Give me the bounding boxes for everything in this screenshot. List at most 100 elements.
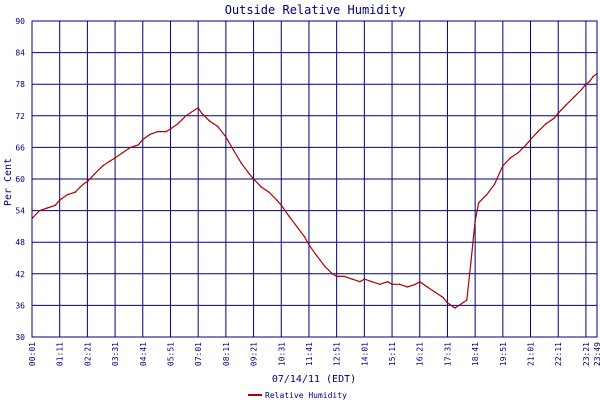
data-point bbox=[509, 157, 512, 159]
data-point bbox=[114, 157, 116, 159]
x-axis-label: 07/14/11 (EDT) bbox=[272, 374, 356, 385]
x-tick-label: 04:41 bbox=[139, 342, 148, 366]
data-point bbox=[86, 180, 89, 183]
data-point bbox=[169, 128, 172, 130]
data-point bbox=[82, 183, 84, 185]
data-point bbox=[351, 278, 353, 280]
data-point bbox=[386, 281, 389, 283]
data-point bbox=[260, 186, 262, 188]
legend-label: Relative Humidity bbox=[265, 391, 347, 400]
data-point bbox=[323, 265, 326, 267]
data-point bbox=[331, 273, 334, 275]
data-point bbox=[426, 286, 428, 288]
data-point bbox=[371, 281, 373, 283]
data-point bbox=[477, 202, 480, 204]
chart-title: Outside Relative Humidity bbox=[225, 3, 406, 17]
data-point bbox=[359, 281, 361, 283]
x-tick-label: 11:41 bbox=[305, 342, 314, 366]
data-point bbox=[446, 302, 449, 304]
series-layer bbox=[31, 72, 598, 309]
data-point bbox=[529, 138, 532, 141]
data-point bbox=[572, 96, 575, 99]
data-point bbox=[193, 109, 195, 112]
data-point bbox=[466, 299, 468, 301]
data-point bbox=[398, 283, 401, 286]
data-point bbox=[545, 123, 547, 125]
data-point bbox=[363, 278, 366, 280]
x-tick-label: 08:11 bbox=[222, 342, 231, 366]
data-point bbox=[493, 183, 496, 185]
data-point bbox=[308, 244, 310, 246]
data-point bbox=[414, 283, 417, 286]
data-point bbox=[442, 296, 444, 299]
data-point bbox=[280, 204, 282, 207]
data-point bbox=[252, 178, 255, 180]
data-point bbox=[149, 133, 152, 135]
x-tick-label: 23:49 bbox=[593, 342, 600, 366]
y-tick-label: 84 bbox=[15, 49, 25, 58]
data-point bbox=[276, 199, 278, 201]
x-tick-label: 12:51 bbox=[333, 342, 342, 366]
data-point bbox=[592, 75, 595, 78]
y-tick-label: 72 bbox=[15, 112, 25, 121]
data-point bbox=[474, 220, 476, 222]
x-tick-label: 03:31 bbox=[111, 342, 120, 366]
x-tick-label: 01:11 bbox=[56, 342, 65, 366]
data-point bbox=[462, 302, 464, 304]
data-point bbox=[74, 191, 76, 193]
data-point bbox=[288, 215, 290, 217]
y-tick-label: 78 bbox=[15, 80, 25, 89]
data-point bbox=[585, 83, 587, 85]
data-point bbox=[225, 136, 227, 138]
data-point bbox=[502, 165, 504, 167]
data-point bbox=[232, 149, 235, 151]
data-point bbox=[201, 112, 203, 114]
y-tick-label: 54 bbox=[15, 207, 25, 216]
y-tick-label: 42 bbox=[15, 270, 25, 279]
data-point bbox=[268, 191, 270, 193]
y-tick-label: 90 bbox=[15, 17, 25, 26]
data-point bbox=[335, 275, 338, 278]
x-tick-label: 05:51 bbox=[166, 342, 175, 366]
data-point bbox=[165, 130, 167, 133]
x-tick-label: 02:21 bbox=[83, 342, 92, 366]
data-point bbox=[454, 307, 456, 309]
data-point bbox=[121, 151, 124, 154]
data-point bbox=[525, 144, 527, 146]
x-tick-label: 10:31 bbox=[277, 342, 286, 366]
data-point bbox=[185, 115, 187, 117]
y-axis-label: Per Cent bbox=[3, 158, 14, 206]
x-tick-labels: 00:01 01:11 02:21 03:31 04:41 05:51 07:01 08:11… bbox=[28, 342, 600, 366]
data-point bbox=[588, 80, 591, 83]
x-tick-label: 07:01 bbox=[194, 342, 203, 366]
data-point bbox=[177, 123, 179, 125]
data-point bbox=[58, 199, 61, 201]
y-tick-labels: 30 36 42 48 54 60 66 72 78 84 90 bbox=[15, 17, 25, 342]
y-tick-label: 60 bbox=[15, 175, 25, 184]
data-point bbox=[343, 275, 345, 278]
x-tick-label: 15:11 bbox=[388, 342, 397, 366]
data-point bbox=[137, 144, 140, 146]
y-tick-label: 36 bbox=[15, 301, 25, 310]
data-point bbox=[129, 146, 132, 149]
data-point bbox=[434, 291, 436, 293]
data-point bbox=[208, 120, 211, 122]
x-tick-label: 23:21 bbox=[582, 342, 591, 366]
x-tick-label: 16:21 bbox=[416, 342, 425, 366]
data-point bbox=[295, 225, 298, 228]
data-point bbox=[580, 88, 583, 91]
x-tick-label: 21:01 bbox=[527, 342, 536, 366]
x-tick-label: 14:01 bbox=[360, 342, 369, 366]
data-point bbox=[537, 130, 539, 133]
y-tick-label: 30 bbox=[15, 333, 25, 342]
data-point bbox=[54, 204, 57, 207]
y-tick-label: 66 bbox=[15, 143, 25, 152]
plot-frame bbox=[31, 20, 598, 338]
x-tick-label: 00:01 bbox=[28, 342, 37, 366]
data-point bbox=[303, 236, 306, 238]
data-point bbox=[517, 151, 519, 154]
data-point bbox=[102, 165, 104, 167]
data-point bbox=[94, 173, 96, 175]
